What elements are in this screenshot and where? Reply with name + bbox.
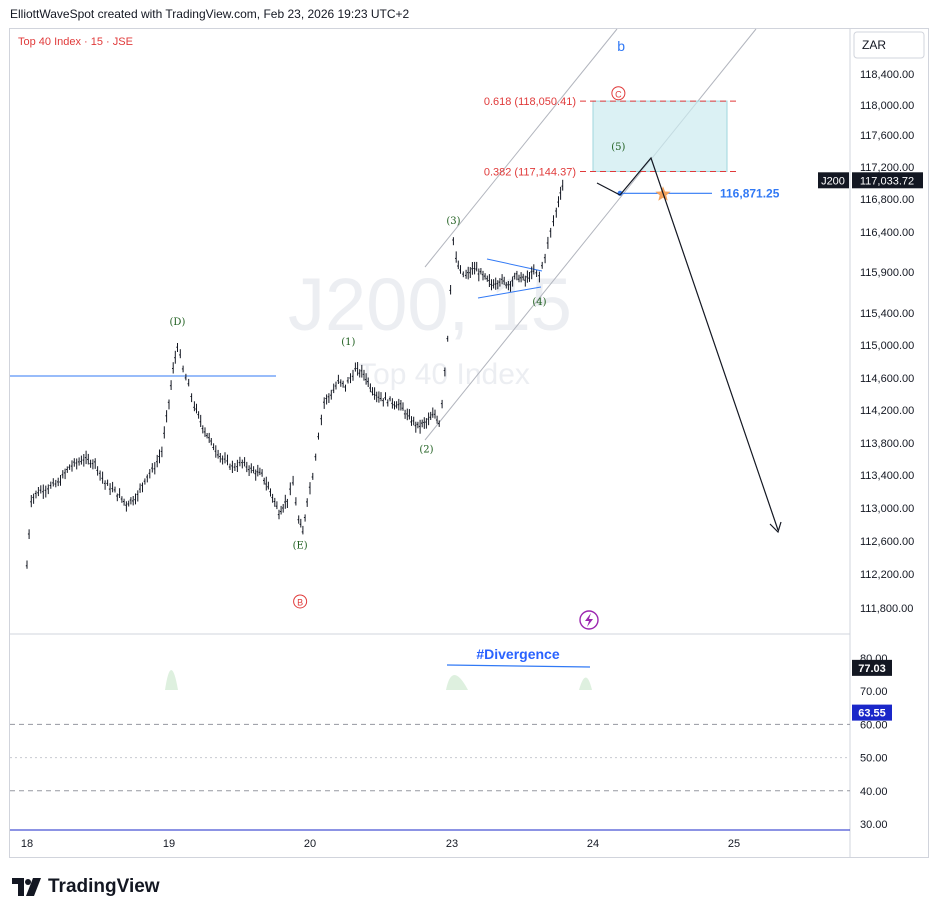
- x-tick-label: 25: [728, 838, 740, 850]
- footer-brand: TradingView: [48, 876, 160, 897]
- wave-label: (D): [170, 317, 186, 328]
- rsi-tick-label: 30.00: [860, 819, 888, 831]
- rsi-overbought-fill: [579, 677, 592, 690]
- price-tick-label: 118,000.00: [860, 100, 914, 112]
- rsi-pane: 80.0070.0060.0050.0040.0030.00#Divergenc…: [10, 646, 892, 831]
- chart-header: ElliottWaveSpot created with TradingView…: [10, 7, 410, 21]
- tradingview-logo-icon: [12, 878, 41, 896]
- x-tick-label: 24: [587, 838, 599, 850]
- price-tick-label: 115,900.00: [860, 267, 914, 279]
- last-price-tag: [852, 172, 923, 189]
- price-tick-label: 113,000.00: [860, 503, 914, 515]
- price-tick-label: 117,200.00: [860, 162, 914, 174]
- rsi-tick-label: 60.00: [860, 719, 888, 731]
- price-tick-label: 116,800.00: [860, 194, 914, 206]
- rsi-last-value: 77.03: [858, 663, 886, 675]
- chart-title: Top 40 Index · 15 · JSE: [18, 36, 133, 48]
- x-tick-label: 23: [446, 838, 458, 850]
- price-tick-label: 115,400.00: [860, 308, 914, 320]
- rsi-overbought-fill: [446, 675, 468, 690]
- channel-lower-line: [424, 28, 757, 441]
- divergence-line: [446, 664, 591, 668]
- axis-layer: 118,400.00 118,000.00 117,600.00 117,200.00…: [21, 69, 923, 850]
- watermark-name: Top 40 Index: [358, 358, 530, 391]
- wave-label: (4): [532, 297, 546, 308]
- degree-label: C: [615, 89, 622, 99]
- tradingview-logo[interactable]: TradingView: [12, 876, 160, 898]
- price-tick-label: 117,600.00: [860, 130, 914, 142]
- price-tick-label: 114,200.00: [860, 405, 914, 417]
- price-tick-label: 112,200.00: [860, 569, 914, 581]
- wave-label: (5): [611, 142, 625, 153]
- target-zone: [592, 100, 728, 172]
- rsi-ma-tag: [852, 704, 892, 721]
- divergence-annotation: #Divergence: [476, 646, 559, 662]
- channel-upper-line: [424, 28, 618, 268]
- price-tick-label: 115,000.00: [860, 340, 914, 352]
- price-tick-label: 116,400.00: [860, 227, 914, 239]
- rsi-last-tag: [852, 659, 892, 676]
- degree-label-circle: [611, 86, 626, 101]
- chart-frame: [9, 28, 929, 858]
- projection-path: [596, 156, 779, 531]
- fib-level-label: 0.618 (118,050.41): [484, 96, 576, 108]
- fib-level-label: 0.382 (117,144.37): [484, 166, 576, 178]
- last-price-symbol: J200: [821, 175, 845, 187]
- wave-label: (E): [293, 540, 308, 551]
- last-price-value: 117,033.72: [860, 175, 914, 187]
- x-tick-label: 18: [21, 838, 33, 850]
- triangle-upper-line: [486, 258, 543, 272]
- lightning-bolt: [585, 613, 593, 627]
- currency-box[interactable]: [853, 31, 925, 59]
- support-level-label: 116,871.25: [720, 186, 780, 200]
- degree-label: B: [297, 597, 303, 607]
- rsi-overbought-fill: [165, 670, 178, 690]
- wave-label: (2): [419, 445, 433, 456]
- rsi-ma-value: 63.55: [858, 708, 886, 720]
- degree-label-circle: [293, 594, 308, 609]
- watermark-symbol: J200, 15: [288, 263, 572, 346]
- overlay-layer: 0.618 (118,050.41) 0.382 (117,144.37) 116,…: [10, 28, 782, 534]
- price-tick-label: 114,600.00: [860, 373, 914, 385]
- price-tick-label: 113,800.00: [860, 438, 914, 450]
- wave-label: (1): [341, 337, 355, 348]
- projection-arrowhead: [769, 521, 782, 534]
- last-price-symbol-tag: [818, 172, 849, 189]
- price-tick-label: 113,400.00: [860, 470, 914, 482]
- price-tick-label: 111,800.00: [860, 603, 913, 615]
- labels-layer: (D) (E) (1) (2) (3) (4) (5) b C B: [170, 38, 626, 630]
- price-tick-label: 112,600.00: [860, 536, 914, 548]
- rsi-tick-label: 40.00: [860, 786, 888, 798]
- price-tick-label: 118,400.00: [860, 69, 914, 81]
- price-series: [25, 179, 564, 569]
- currency-label: ZAR: [862, 38, 886, 52]
- triangle-lower-line: [477, 286, 542, 299]
- rsi-tick-label: 50.00: [860, 753, 888, 765]
- x-tick-label: 20: [304, 838, 316, 850]
- rsi-tick-label: 70.00: [860, 686, 888, 698]
- x-tick-label: 19: [163, 838, 175, 850]
- degree-label-b: b: [617, 38, 625, 54]
- wave-label: (3): [446, 216, 460, 227]
